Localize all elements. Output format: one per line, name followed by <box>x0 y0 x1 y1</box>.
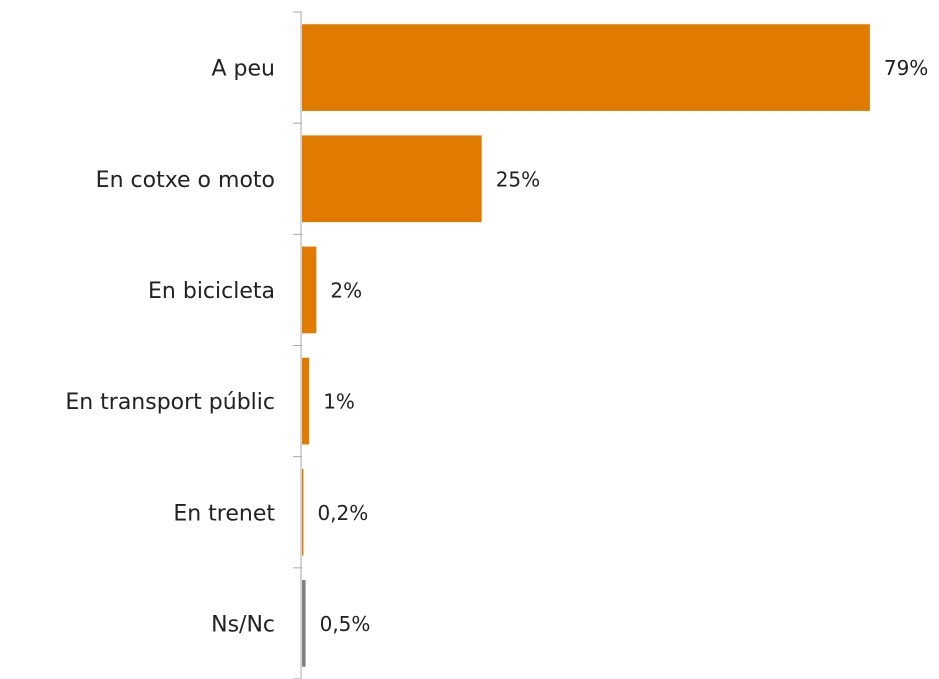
bar <box>302 246 317 334</box>
y-tick-label: En bicicleta <box>148 279 275 304</box>
value-label: 79% <box>884 56 928 80</box>
value-label: 0,2% <box>317 501 368 525</box>
bar <box>302 468 304 556</box>
bar <box>302 24 870 111</box>
value-label: 1% <box>323 390 355 414</box>
value-label: 0,5% <box>320 612 371 636</box>
value-label: 25% <box>496 167 540 191</box>
y-tick-label: A peu <box>212 57 276 82</box>
bar <box>302 580 306 667</box>
value-label: 2% <box>330 278 362 302</box>
y-tick-label: En transport públic <box>65 390 275 415</box>
y-tick-label: En cotxe o moto <box>96 168 275 193</box>
bar <box>302 135 482 223</box>
bar <box>302 357 310 445</box>
y-tick-label: En trenet <box>173 501 275 526</box>
y-tick-label: Ns/Nc <box>211 612 275 637</box>
